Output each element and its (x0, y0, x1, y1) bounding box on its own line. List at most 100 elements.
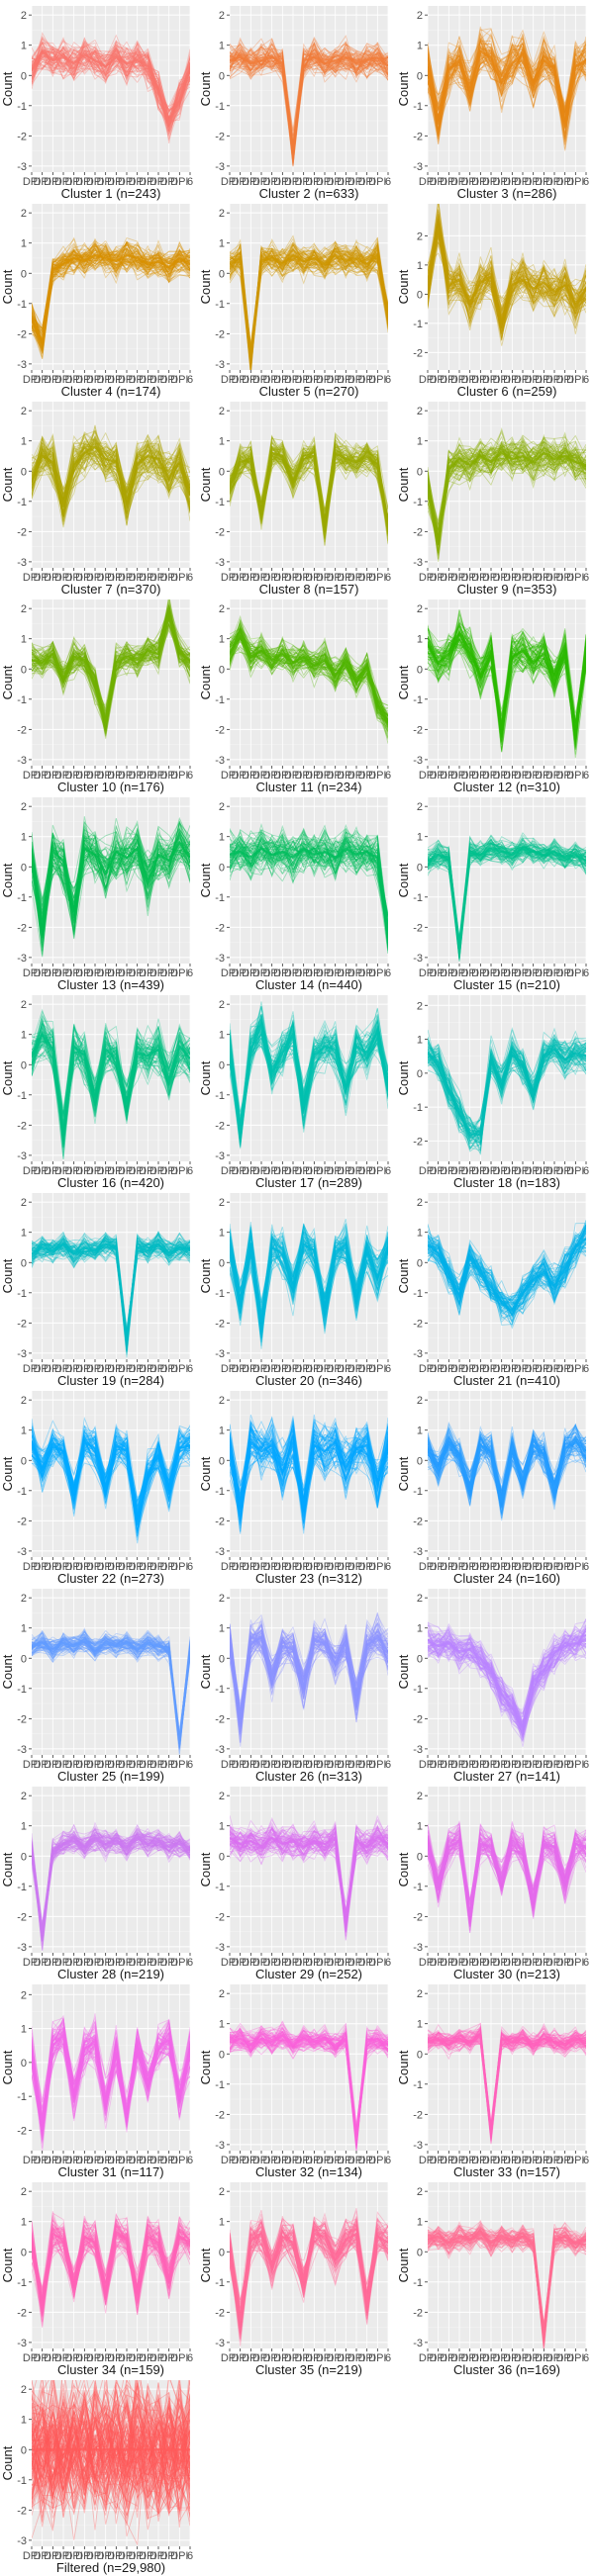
y-tick-label: -3 (17, 1942, 27, 1954)
y-tick-label: 0 (417, 2049, 423, 2061)
y-tick-label: 0 (219, 2049, 225, 2061)
panel-title: Cluster 18 (n=183) (453, 1175, 560, 1190)
y-axis-label: Count (198, 1654, 213, 1689)
y-tick-label: 2 (21, 1197, 27, 1209)
y-axis-label: Count (396, 1456, 411, 1491)
cluster-chart: -3-2-1012DPIDPIDPIDPIDPIDPIDPIDPIDPIDPID… (0, 2180, 198, 2378)
y-tick-label: -2 (413, 1911, 423, 1923)
x-tick-label: 6 (385, 1363, 391, 1375)
y-tick-label: 1 (417, 2019, 423, 2031)
y-tick-label: 1 (417, 1228, 423, 1240)
cluster-chart: -3-2-1012DPIDPIDPIDPIDPIDPIDPIDPIDPIDPID… (198, 1785, 396, 1982)
y-tick-label: -3 (17, 2338, 27, 2349)
y-tick-label: -1 (413, 497, 423, 508)
y-tick-label: -1 (413, 1882, 423, 1893)
y-tick-label: -1 (215, 497, 225, 508)
y-tick-label: -2 (17, 131, 27, 142)
y-tick-label: -2 (413, 131, 423, 142)
y-tick-label: 0 (219, 862, 225, 874)
y-tick-label: 2 (417, 801, 423, 813)
panel-title: Cluster 10 (n=176) (57, 780, 164, 794)
y-axis-label: Count (198, 1456, 213, 1491)
y-tick-label: 1 (21, 1426, 27, 1437)
y-tick-label: 0 (417, 1653, 423, 1665)
cluster-chart: -3-2-1012DPIDPIDPIDPIDPIDPIDPIDPIDPIDPID… (198, 202, 396, 400)
x-tick-label: 6 (583, 1957, 589, 1969)
y-tick-label: 2 (219, 801, 225, 813)
y-tick-label: -1 (17, 497, 27, 508)
x-tick-label: 6 (187, 1759, 193, 1771)
y-tick-label: -1 (413, 319, 423, 330)
cluster-chart: -3-2-1012DPIDPIDPIDPIDPIDPIDPIDPIDPIDPID… (0, 1587, 198, 1785)
y-tick-label: -2 (215, 1713, 225, 1725)
y-tick-label: 0 (417, 1851, 423, 1863)
y-tick-label: 0 (219, 1257, 225, 1269)
y-tick-label: 0 (21, 1059, 27, 1071)
x-tick-label: 6 (187, 374, 193, 386)
y-axis-label: Count (0, 665, 15, 699)
y-tick-label: -2 (215, 526, 225, 538)
y-tick-label: -2 (17, 1318, 27, 1330)
y-tick-label: 0 (417, 862, 423, 874)
x-tick-label: DPI (170, 2155, 188, 2166)
x-tick-label: 6 (385, 1759, 391, 1771)
y-tick-label: -2 (413, 526, 423, 538)
y-tick-label: -3 (17, 755, 27, 767)
y-tick-label: 0 (21, 268, 27, 280)
y-tick-label: 0 (21, 2058, 27, 2070)
panel-title: Cluster 29 (n=252) (255, 1967, 362, 1981)
y-axis-label: Count (198, 863, 213, 897)
cluster-chart: -3-2-1012DPIDPIDPIDPIDPIDPIDPIDPIDPIDPID… (396, 1982, 594, 2180)
y-axis-label: Count (0, 1456, 15, 1491)
y-tick-label: 2 (219, 1197, 225, 1209)
y-tick-label: -3 (215, 755, 225, 767)
y-tick-label: -3 (215, 161, 225, 173)
panel-title: Cluster 11 (n=234) (255, 780, 361, 794)
plot-background (32, 1787, 190, 1953)
y-axis-label: Count (198, 1258, 213, 1293)
x-tick-label: DPI (170, 1561, 188, 1573)
x-tick-label: 6 (187, 1957, 193, 1969)
y-tick-label: 2 (417, 1593, 423, 1605)
plot-background (230, 797, 388, 964)
y-tick-label: 2 (219, 208, 225, 220)
x-tick-label: DPI (368, 967, 386, 979)
x-tick-label: DPI (170, 374, 188, 386)
cluster-chart: -3-2-1012DPIDPIDPIDPIDPIDPIDPIDPIDPIDPID… (0, 795, 198, 993)
y-tick-label: -3 (413, 1942, 423, 1954)
x-tick-label: 6 (385, 572, 391, 584)
y-tick-label: -3 (215, 1348, 225, 1360)
y-axis-label: Count (198, 467, 213, 502)
y-tick-label: 1 (21, 1228, 27, 1240)
cluster-chart: -3-2-1012DPIDPIDPIDPIDPIDPIDPIDPIDPIDPID… (396, 1587, 594, 1785)
cluster-chart: -3-2-1012DPIDPIDPIDPIDPIDPIDPIDPIDPIDPID… (198, 1982, 396, 2180)
y-tick-label: -3 (215, 1942, 225, 1954)
x-tick-label: 6 (583, 176, 589, 188)
panel-title: Cluster 24 (n=160) (453, 1571, 560, 1586)
panel-title: Cluster 8 (n=157) (259, 582, 359, 597)
x-tick-label: DPI (566, 1957, 584, 1969)
y-tick-label: 1 (417, 1426, 423, 1437)
panel-title: Cluster 30 (n=213) (453, 1967, 560, 1981)
y-tick-label: -2 (17, 922, 27, 934)
y-tick-label: -1 (413, 1684, 423, 1696)
cluster-chart: -2-1012DPIDPIDPIDPIDPIDPIDPIDPIDPIDPIDPI… (396, 202, 594, 400)
cluster-chart: -3-2-1012DPIDPIDPIDPIDPIDPIDPIDPIDPIDPID… (0, 4, 198, 202)
y-tick-label: -1 (413, 1102, 423, 1114)
y-axis-label: Count (396, 1060, 411, 1095)
plot-background (32, 6, 190, 172)
panel-title: Cluster 20 (n=346) (255, 1373, 362, 1388)
panel-title: Cluster 23 (n=312) (255, 1571, 362, 1586)
y-tick-label: -2 (215, 131, 225, 142)
y-tick-label: 0 (417, 1068, 423, 1080)
y-tick-label: 1 (417, 1035, 423, 1047)
y-tick-label: -2 (17, 2307, 27, 2319)
x-tick-label: DPI (368, 176, 386, 188)
